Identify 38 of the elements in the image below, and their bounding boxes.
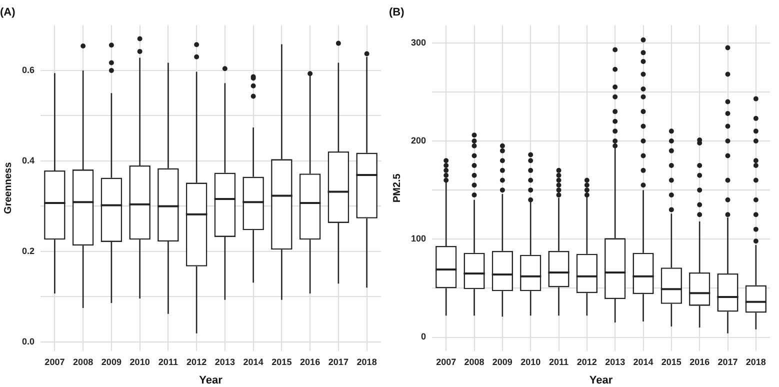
x-axis-title: Year bbox=[199, 374, 224, 386]
y-axis-title: Greenness bbox=[2, 162, 14, 214]
x-tick-label: 2014 bbox=[243, 356, 264, 367]
y-tick-label: 0.0 bbox=[22, 336, 35, 346]
y-tick-label: 200 bbox=[410, 135, 426, 146]
x-tick-label: 2015 bbox=[272, 356, 292, 367]
x-tick-label: 2013 bbox=[214, 356, 235, 367]
chart-title: (B) bbox=[389, 6, 405, 19]
x-tick-label: 2009 bbox=[101, 356, 122, 367]
x-tick-label: 2018 bbox=[746, 356, 766, 367]
x-tick-label: 2008 bbox=[464, 356, 484, 367]
x-tick-label: 2012 bbox=[576, 356, 597, 367]
x-tick-label: 2011 bbox=[158, 356, 178, 367]
x-tick-label: 2009 bbox=[492, 356, 512, 367]
x-tick-label: 2012 bbox=[186, 356, 207, 367]
y-axis-title: PM2.5 bbox=[392, 173, 403, 203]
x-tick-label: 2016 bbox=[690, 356, 710, 367]
y-tick-label: 300 bbox=[410, 37, 426, 48]
x-tick-label: 2017 bbox=[328, 356, 348, 367]
x-tick-label: 2017 bbox=[718, 356, 738, 367]
x-tick-label: 2008 bbox=[73, 356, 94, 367]
y-tick-label: 0.6 bbox=[22, 64, 35, 75]
x-tick-label: 2007 bbox=[436, 356, 456, 367]
x-tick-label: 2015 bbox=[661, 356, 682, 367]
x-axis-title: Year bbox=[589, 374, 614, 386]
x-tick-label: 2016 bbox=[300, 356, 320, 367]
y-tick-label: 0.4 bbox=[22, 155, 35, 166]
x-tick-label: 2013 bbox=[605, 356, 626, 367]
x-tick-label: 2018 bbox=[356, 356, 377, 367]
x-tick-label: 2011 bbox=[548, 356, 569, 367]
x-tick-label: 2007 bbox=[44, 356, 65, 367]
y-tick-label: 0 bbox=[421, 332, 426, 342]
y-tick-label: 100 bbox=[410, 234, 426, 244]
y-tick-label: 0.2 bbox=[22, 246, 35, 256]
chart-title: (A) bbox=[0, 6, 16, 19]
x-tick-label: 2014 bbox=[633, 356, 654, 367]
x-tick-label: 2010 bbox=[520, 356, 541, 367]
x-tick-label: 2010 bbox=[130, 356, 150, 367]
